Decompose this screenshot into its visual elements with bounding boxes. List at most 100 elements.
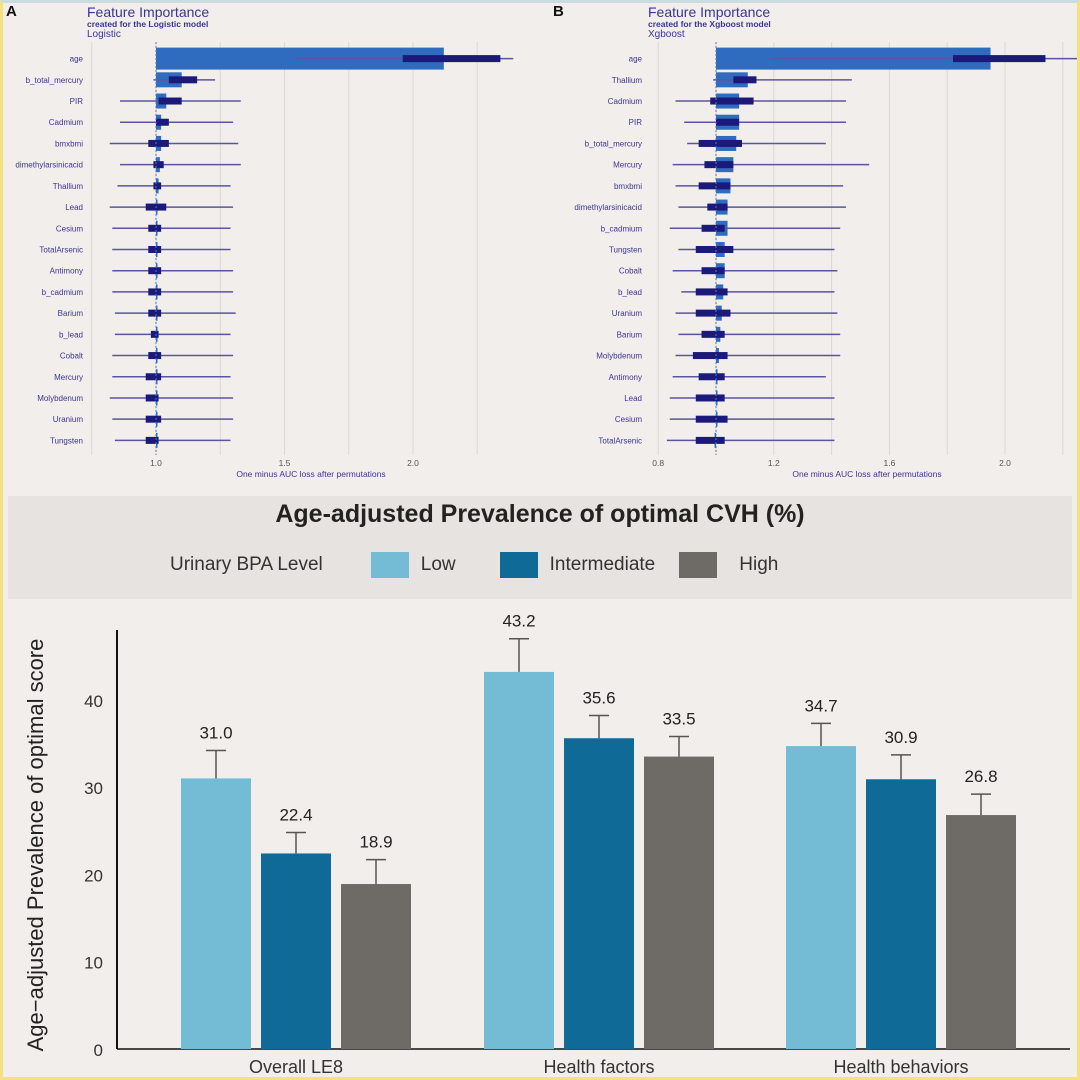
panel-label: B <box>553 3 564 20</box>
box-iqr <box>695 246 734 253</box>
x-category-label: Health behaviors <box>833 1057 968 1077</box>
bar-high <box>644 756 714 1049</box>
legend-swatch-low <box>370 552 409 578</box>
feature-label: b_lead <box>59 330 83 339</box>
legend-label-high: High <box>739 554 779 575</box>
model-label: Logistic <box>87 29 121 40</box>
legend-title: Urinary BPA Level <box>170 554 323 575</box>
legend-swatch-intermediate <box>499 552 538 578</box>
feature-label: Molybdenum <box>37 394 83 403</box>
feature-label: PIR <box>70 97 84 106</box>
box-iqr <box>145 373 162 381</box>
bar-intermediate <box>261 853 331 1049</box>
box-iqr <box>707 203 728 211</box>
feature-label: Thallium <box>612 76 643 85</box>
box-iqr <box>701 267 725 275</box>
feature-label: Cadmium <box>49 118 84 127</box>
box-iqr <box>710 97 754 105</box>
box-iqr <box>952 55 1046 63</box>
box-iqr <box>716 118 740 126</box>
x-tick-label: 2.0 <box>407 458 419 468</box>
feature-label: Uranium <box>612 309 643 318</box>
feature-label: Antimony <box>50 267 83 276</box>
box-iqr <box>692 352 728 360</box>
chart-subtitle: created for the Xgboost model <box>648 19 771 29</box>
box-iqr <box>733 76 757 84</box>
legend-item-high: High <box>679 552 778 578</box>
y-tick-label: 30 <box>84 779 103 798</box>
data-label: 34.7 <box>804 696 837 715</box>
x-tick-label: 1.6 <box>883 458 895 468</box>
box-iqr <box>704 161 734 169</box>
box-iqr <box>156 118 169 126</box>
feature-label: Thallium <box>53 182 84 191</box>
feature-label: bmxbmi <box>55 139 83 148</box>
feature-label: Cesium <box>56 224 83 233</box>
feature-label: Tungsten <box>50 436 83 445</box>
box-iqr <box>695 394 725 402</box>
feature-label: dimethylarsinicacid <box>15 161 83 170</box>
box-iqr <box>695 288 728 296</box>
data-label: 22.4 <box>279 806 312 825</box>
box-iqr <box>148 352 162 360</box>
feature-label: Cobalt <box>619 267 643 276</box>
feature-label: dimethylarsinicacid <box>574 203 642 212</box>
chart-title: Feature Importance <box>648 4 770 20</box>
cvh-chart-title: Age-adjusted Prevalence of optimal CVH (… <box>275 500 805 528</box>
feature-label: b_total_mercury <box>26 76 83 85</box>
feature-label: TotalArsenic <box>598 436 642 445</box>
feature-label: age <box>70 55 84 64</box>
cvh-legend-band: Age-adjusted Prevalence of optimal CVH (… <box>8 496 1072 599</box>
y-axis-label: Age−adjusted Prevalence of optimal score <box>23 639 48 1052</box>
feature-label: Lead <box>65 203 83 212</box>
feature-label: b_total_mercury <box>585 139 642 148</box>
box-iqr <box>402 55 501 63</box>
x-tick-label: 1.0 <box>150 458 162 468</box>
box-iqr <box>701 224 725 232</box>
box-iqr <box>698 373 725 381</box>
data-label: 43.2 <box>502 612 535 631</box>
bar-low <box>181 778 251 1049</box>
y-tick-label: 40 <box>84 692 103 711</box>
box-iqr <box>695 415 728 423</box>
bar-intermediate <box>564 738 634 1049</box>
box-iqr <box>695 309 731 317</box>
panel-label: A <box>6 3 17 20</box>
x-axis-label: One minus AUC loss after permutations <box>236 469 385 479</box>
x-tick-label: 1.2 <box>768 458 780 468</box>
box-iqr <box>153 182 162 190</box>
x-tick-label: 2.0 <box>999 458 1011 468</box>
legend-item-intermediate: Intermediate <box>499 552 666 578</box>
feature-label: b_cadmium <box>42 288 84 297</box>
box-iqr <box>701 330 725 338</box>
feature-label: PIR <box>629 118 643 127</box>
box-iqr <box>158 97 182 105</box>
cvh-bar-chart: 0 10 20 30 40 Age−adjusted Prevalence of opti… <box>23 612 1070 1077</box>
feature-label: Tungsten <box>609 246 642 255</box>
bar-intermediate <box>866 779 936 1049</box>
data-label: 33.5 <box>662 709 695 728</box>
chart-subtitle: created for the Logistic model <box>87 19 208 29</box>
x-category-label: Health factors <box>543 1057 654 1077</box>
feature-label: Antimony <box>609 373 642 382</box>
feature-label: Uranium <box>53 415 84 424</box>
feature-label: TotalArsenic <box>39 246 83 255</box>
box-iqr <box>148 246 162 253</box>
box-iqr <box>150 330 159 338</box>
feature-label: age <box>629 55 643 64</box>
data-label: 35.6 <box>582 689 615 708</box>
legend-label-intermediate: Intermediate <box>549 554 656 575</box>
box-iqr <box>145 436 159 444</box>
bar-low <box>786 746 856 1049</box>
model-label: Xgboost <box>648 29 685 40</box>
data-label: 18.9 <box>359 833 392 852</box>
bar-high <box>946 815 1016 1049</box>
bar-low <box>484 671 554 1049</box>
x-category-label: Overall LE8 <box>249 1057 343 1077</box>
feature-label: Mercury <box>54 373 83 382</box>
x-tick-label: 0.8 <box>652 458 664 468</box>
feature-label: Cesium <box>615 415 642 424</box>
feature-label: Cobalt <box>60 352 84 361</box>
